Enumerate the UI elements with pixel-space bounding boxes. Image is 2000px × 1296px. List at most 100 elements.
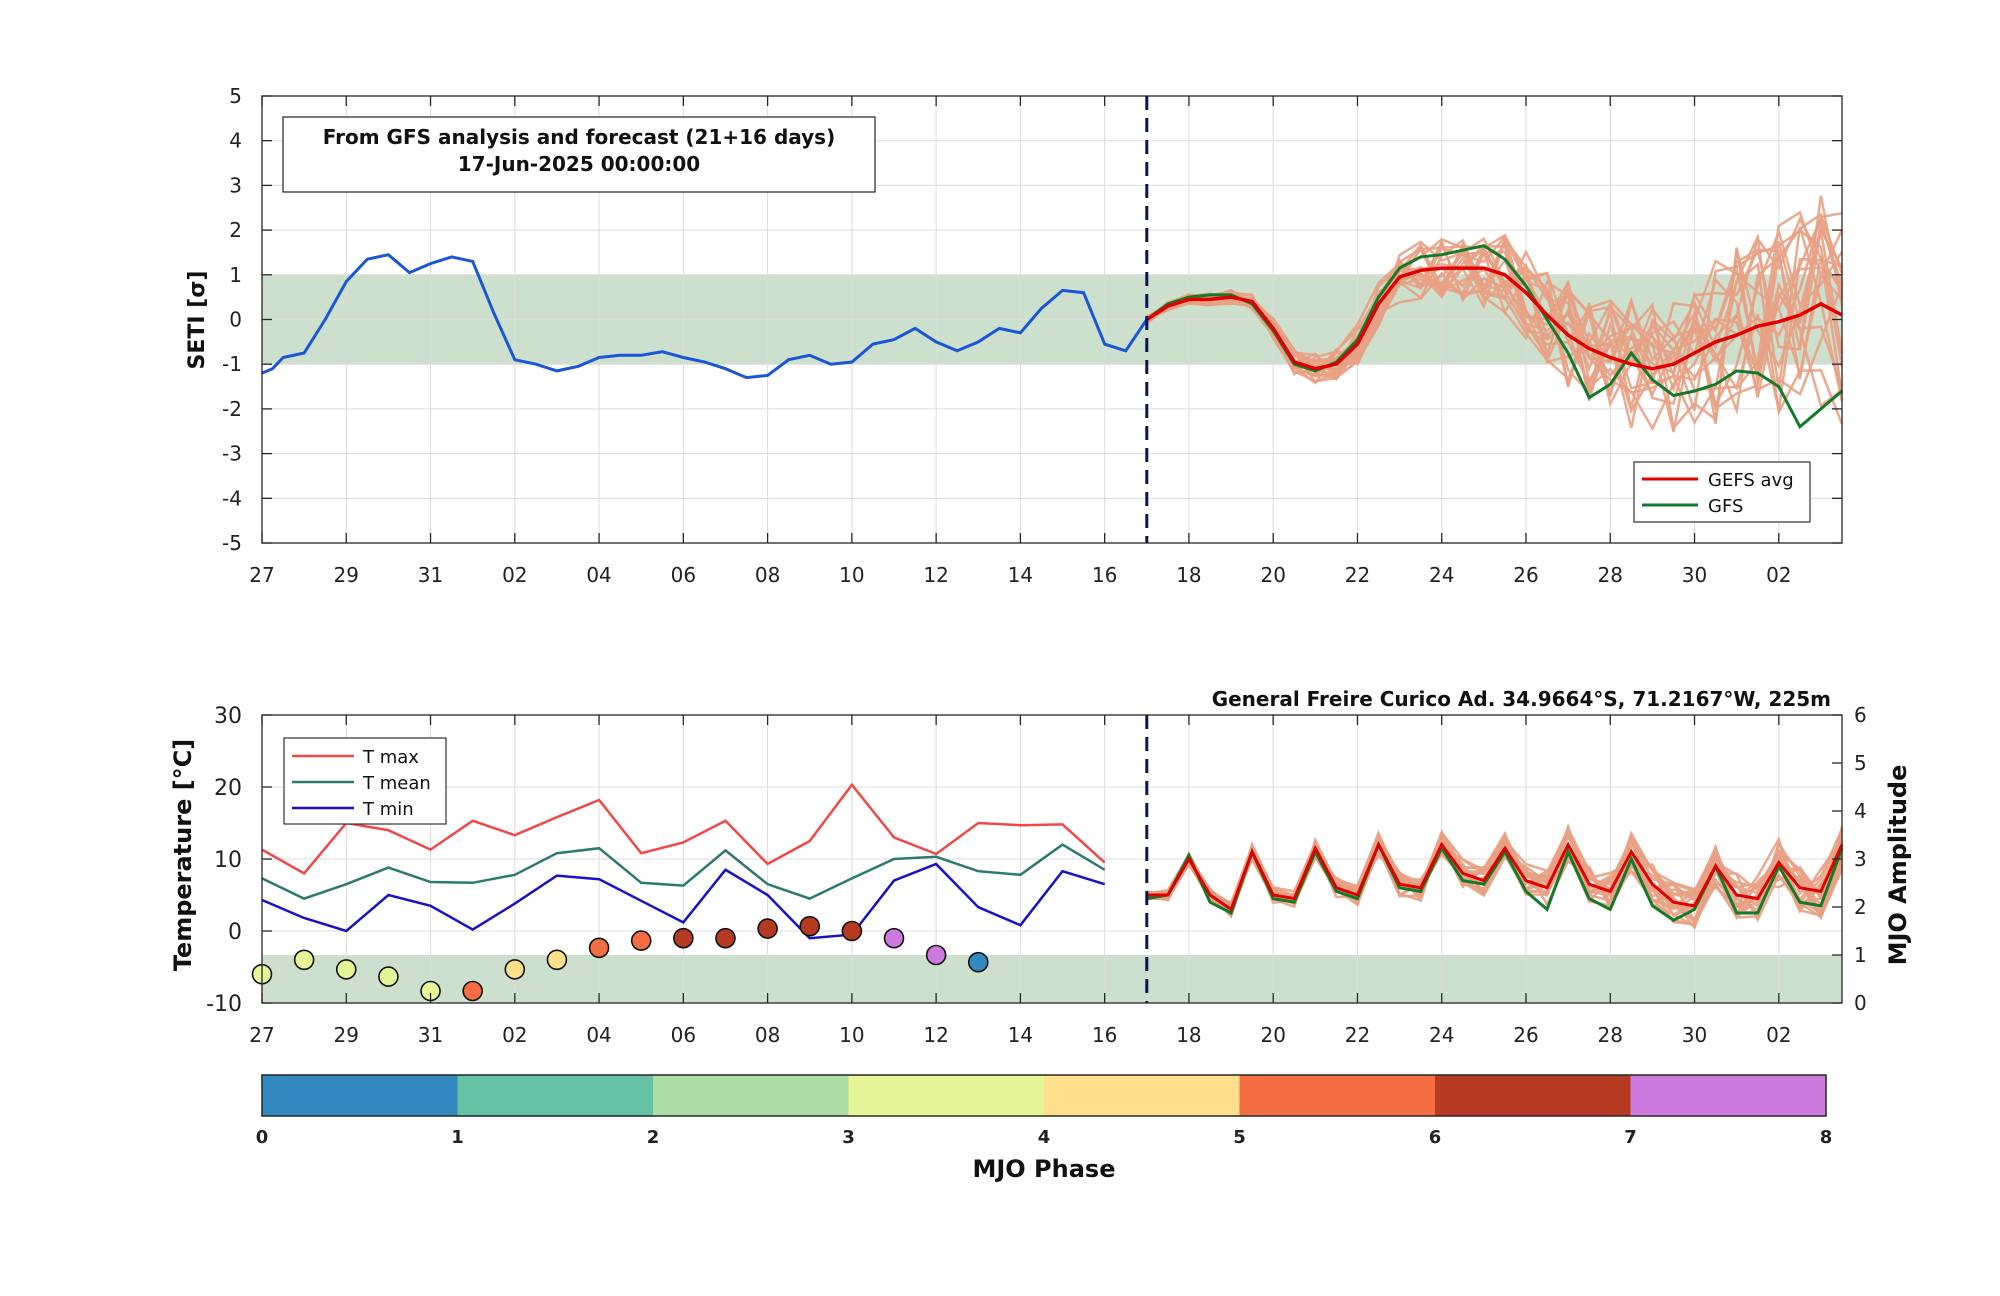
colorbar-tick-label: 4 — [1038, 1127, 1051, 1148]
mjo-ytick-label: 4 — [1854, 799, 1867, 823]
legend-gefs-avg-label: GEFS avg — [1708, 470, 1794, 491]
mjo-ytick-label: 2 — [1854, 895, 1867, 919]
mjo-phase-dot — [715, 927, 736, 949]
colorbar-segment — [848, 1075, 1045, 1116]
mjo-phase-dot — [546, 949, 568, 971]
mjo-phase-dot — [799, 915, 821, 937]
mjo-phase-dot — [378, 966, 399, 987]
seti-xtick-label: 02 — [1766, 563, 1791, 587]
seti-xtick-label: 28 — [1598, 563, 1623, 587]
colorbar-tick-label: 2 — [647, 1127, 660, 1148]
colorbar-segment — [457, 1075, 654, 1116]
seti-xtick-label: 14 — [1008, 563, 1033, 587]
legend-gfs-label: GFS — [1708, 496, 1743, 517]
temperature-xtick-label: 04 — [586, 1023, 611, 1047]
temperature-xtick-label: 16 — [1092, 1023, 1117, 1047]
seti-series-lines — [261, 244, 1843, 430]
seti-xtick-label: 12 — [923, 563, 948, 587]
temperature-ytick-label: 0 — [228, 920, 242, 945]
seti-xtick-label: 10 — [839, 563, 864, 587]
temperature-xtick-label: 06 — [671, 1023, 696, 1047]
temperature-xtick-label: 30 — [1682, 1023, 1707, 1047]
seti-ytick-label: 2 — [229, 218, 242, 242]
mjo-ytick-label: 3 — [1854, 847, 1867, 871]
legend-tmean-label: T mean — [362, 773, 431, 794]
seti-xtick-label: 18 — [1176, 563, 1201, 587]
colorbar-tick-label: 7 — [1624, 1127, 1637, 1148]
mjo-band-rect — [262, 955, 1842, 1003]
seti-ytick-label: 5 — [229, 84, 242, 108]
colorbar-segment — [262, 1075, 458, 1116]
legend-tmin-label: T min — [362, 799, 414, 820]
colorbar-segment — [1435, 1075, 1631, 1116]
temperature-xtick-label: 14 — [1008, 1023, 1033, 1047]
seti-ytick-label: -1 — [222, 352, 242, 376]
colorbar-tick-label: 8 — [1820, 1127, 1833, 1148]
temperature-xtick-label: 22 — [1345, 1023, 1370, 1047]
temperature-y-axis-label: Temperature [°C] — [169, 739, 197, 972]
station-title: General Freire Curico Ad. 34.9664°S, 71.… — [1212, 687, 1831, 711]
seti-xtick-label: 31 — [418, 563, 443, 587]
mjo-phase-dot — [293, 949, 315, 971]
seti-ytick-label: 3 — [229, 173, 242, 197]
temperature-ytick-label: 30 — [214, 704, 242, 729]
seti-ensemble-line — [1146, 195, 1844, 411]
mjo-phase-dot — [841, 920, 863, 942]
colorbar-segments — [262, 1075, 1827, 1116]
seti-ytick-label: 0 — [229, 308, 242, 332]
colorbar-ticks: 0 1 2 3 4 5 6 7 8 — [256, 1127, 1833, 1148]
seti-xtick-label: 08 — [755, 563, 780, 587]
mjo-ytick-label: 1 — [1854, 943, 1867, 967]
mjo-ytick-label: 5 — [1854, 751, 1867, 775]
seti-xtick-label: 24 — [1429, 563, 1454, 587]
legend-tmax-label: T max — [362, 747, 419, 768]
colorbar-segment — [653, 1075, 849, 1116]
colorbar-segment — [1630, 1075, 1827, 1116]
seti-xtick-label: 30 — [1682, 563, 1707, 587]
seti-xtick-label: 27 — [249, 563, 274, 587]
seti-ytick-label: -5 — [222, 531, 242, 555]
seti-y-axis-label: SETI [σ] — [185, 271, 210, 370]
mjo-phase-dot — [630, 930, 652, 951]
temperature-xtick-label: 31 — [418, 1023, 443, 1047]
seti-ytick-label: 4 — [229, 129, 242, 153]
mjo-phase-colorbar: 0 1 2 3 4 5 6 7 8 MJO Phase — [256, 1074, 1833, 1183]
temperature-gefs-avg-line — [1146, 841, 1844, 912]
mjo-ytick-label: 0 — [1854, 991, 1867, 1015]
temperature-xtick-label: 12 — [923, 1023, 948, 1047]
seti-xtick-label: 26 — [1513, 563, 1538, 587]
temperature-xtick-label: 28 — [1598, 1023, 1623, 1047]
tmean-line — [261, 843, 1106, 900]
seti-ytick-label: -3 — [222, 442, 242, 466]
colorbar-segment — [1239, 1075, 1436, 1116]
seti-ensemble-line — [1146, 228, 1844, 429]
temperature-xtick-label: 27 — [249, 1023, 274, 1047]
seti-ytick-label: -4 — [222, 486, 242, 510]
seti-ytick-label: 1 — [229, 263, 242, 287]
seti-legend: GEFS avg GFS — [1633, 461, 1811, 523]
tmin-line — [261, 862, 1106, 940]
mjo-ytick-label: 6 — [1854, 703, 1867, 727]
temperature-xtick-label: 02 — [1766, 1023, 1791, 1047]
seti-analysis-line — [261, 253, 1149, 380]
mjo-phase-dot — [588, 937, 610, 959]
colorbar-tick-label: 6 — [1429, 1127, 1442, 1148]
temperature-xtick-label: 24 — [1429, 1023, 1454, 1047]
temperature-ytick-label: -10 — [206, 992, 242, 1017]
temperature-ytick-label: 20 — [214, 776, 242, 801]
seti-gefs-avg-line — [1145, 266, 1843, 371]
temperature-series-lines — [261, 782, 1844, 940]
mjo-phase-dot — [757, 918, 778, 939]
colorbar-tick-label: 1 — [451, 1127, 464, 1148]
colorbar-tick-label: 5 — [1233, 1127, 1246, 1148]
mjo-phase-dot — [925, 944, 947, 966]
mjo-phase-dot — [967, 951, 989, 973]
seti-xtick-label: 29 — [334, 563, 359, 587]
temperature-xtick-label: 26 — [1513, 1023, 1538, 1047]
temperature-xtick-label: 20 — [1260, 1023, 1285, 1047]
colorbar-tick-label: 0 — [256, 1127, 269, 1148]
